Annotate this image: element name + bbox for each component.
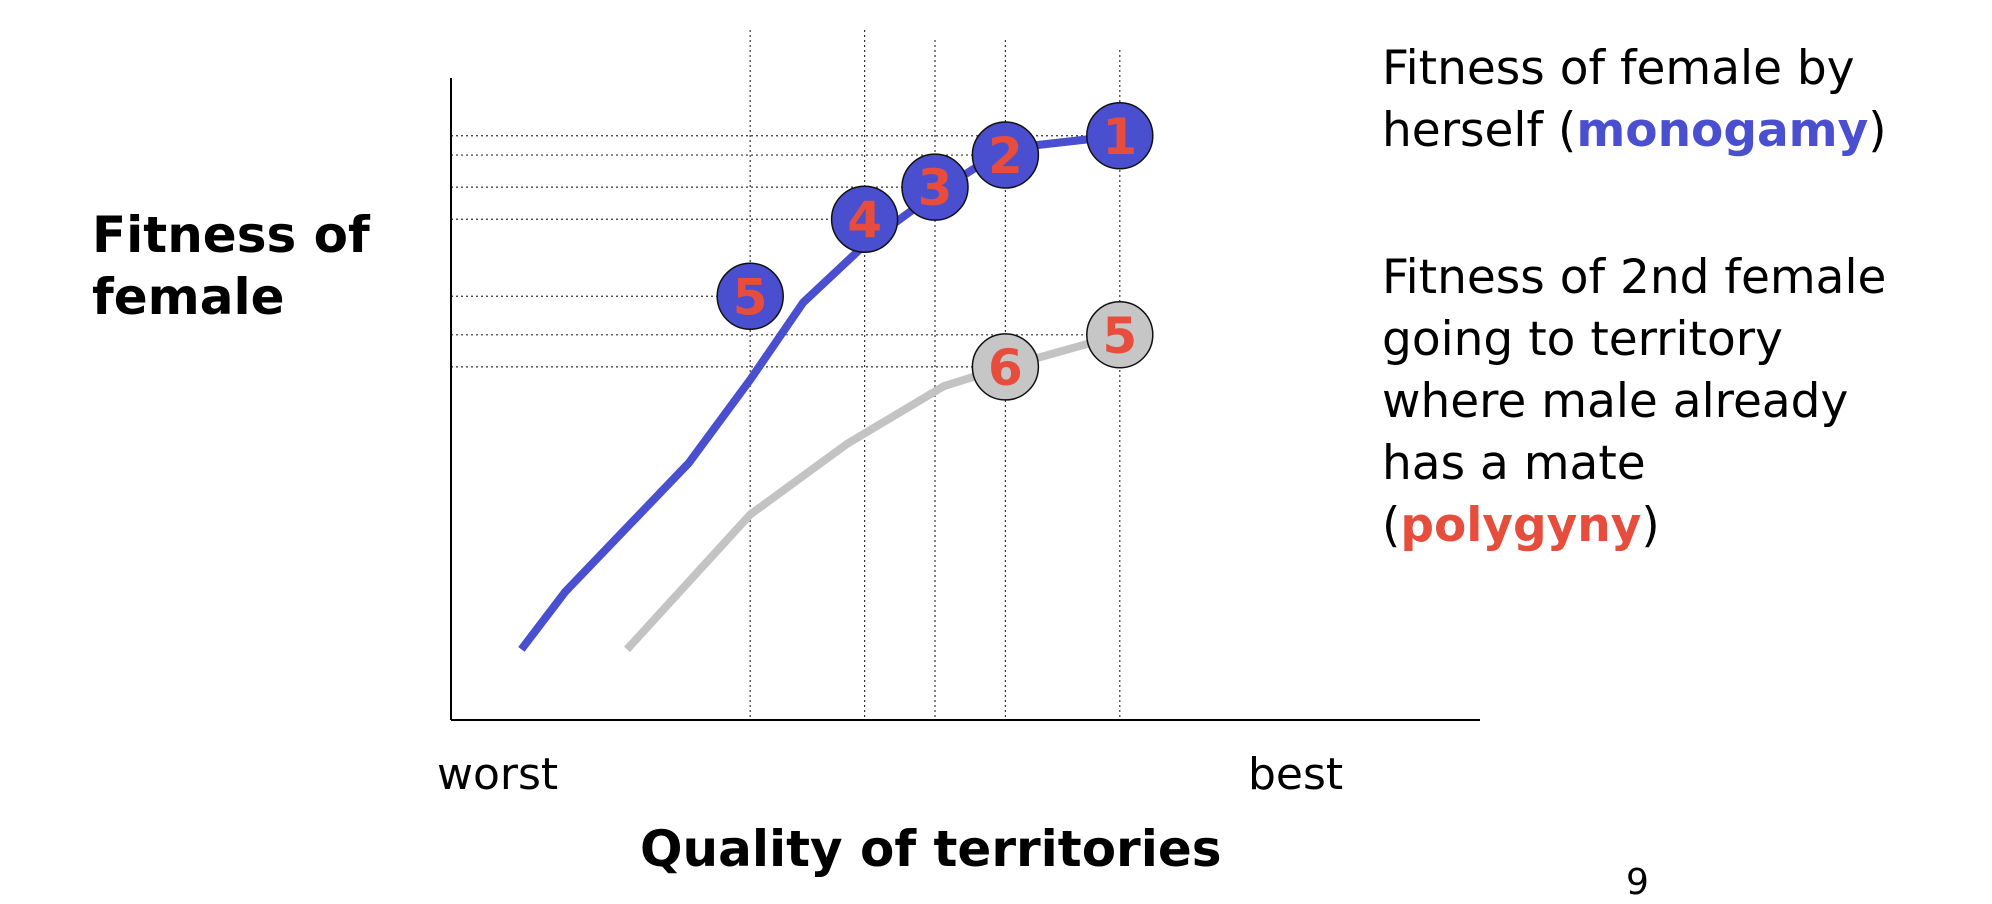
legend-polygyny-line-3: where male already [1382,374,1849,429]
monogamy-point-5: 5 [716,262,784,331]
monogamy-point-1-circle [1086,102,1154,170]
polygyny-point-6: 6 [971,333,1040,401]
monogamy-point-4-label: 4 [847,191,882,249]
legend-monogamy-line-1: Fitness of female by [1382,41,1855,96]
polygyny-line [624,330,1121,653]
legend-polygyny-line-1: Fitness of 2nd female [1382,250,1887,305]
polygyny-point-6-circle [971,333,1040,401]
monogamy-point-2: 2 [971,121,1040,189]
x-tick-best: best [1248,749,1344,800]
legend-polygyny-line-4: has a mate [1382,436,1646,491]
x-tick-worst: worst [437,749,559,800]
monogamy-point-4-circle [830,185,899,253]
monogamy-point-1-label: 1 [1102,108,1137,166]
polygyny-point-5: 5 [1086,301,1154,369]
monogamy-point-5-circle [716,262,784,331]
legend-polygyny-prefix: ( [1382,498,1401,553]
y-axis-label-line-1: Fitness of [92,206,370,264]
monogamy-keyword: monogamy [1576,103,1869,158]
series-lines [518,131,1121,653]
y-axis-label: Fitness of female [92,204,370,328]
polygyny-point-5-label: 5 [1102,307,1137,365]
monogamy-point-5-label: 5 [733,268,768,326]
legend-polygyny-line-5: (polygyny) [1382,495,1886,557]
legend-polygyny: Fitness of 2nd female going to territory… [1382,247,1886,557]
monogamy-point-2-circle [971,121,1040,189]
legend-polygyny-line-2: going to territory [1382,312,1783,367]
monogamy-point-4: 4 [830,185,899,253]
monogamy-point-3-circle [901,153,969,221]
polygyny-keyword: polygyny [1400,498,1642,553]
x-axis-label: Quality of territories [640,820,1222,878]
monogamy-point-3: 3 [901,153,969,221]
polygyny-point-5-circle [1086,301,1154,369]
legend-monogamy-line-2: herself (monogamy) [1382,100,1887,162]
monogamy-line [518,131,1121,652]
monogamy-point-1: 1 [1086,102,1154,170]
legend-monogamy-prefix: herself ( [1382,103,1577,158]
monogamy-point-2-label: 2 [988,127,1023,185]
point-markers: 1 234 5 6 5 [716,102,1154,401]
polygyny-point-6-label: 6 [988,339,1023,397]
legend-monogamy: Fitness of female by herself (monogamy) [1382,38,1887,162]
page-number: 9 [1626,862,1649,903]
legend-polygyny-suffix: ) [1641,498,1660,553]
y-axis-label-line-2: female [92,268,285,326]
monogamy-point-3-label: 3 [918,159,953,217]
legend-monogamy-suffix: ) [1868,103,1887,158]
